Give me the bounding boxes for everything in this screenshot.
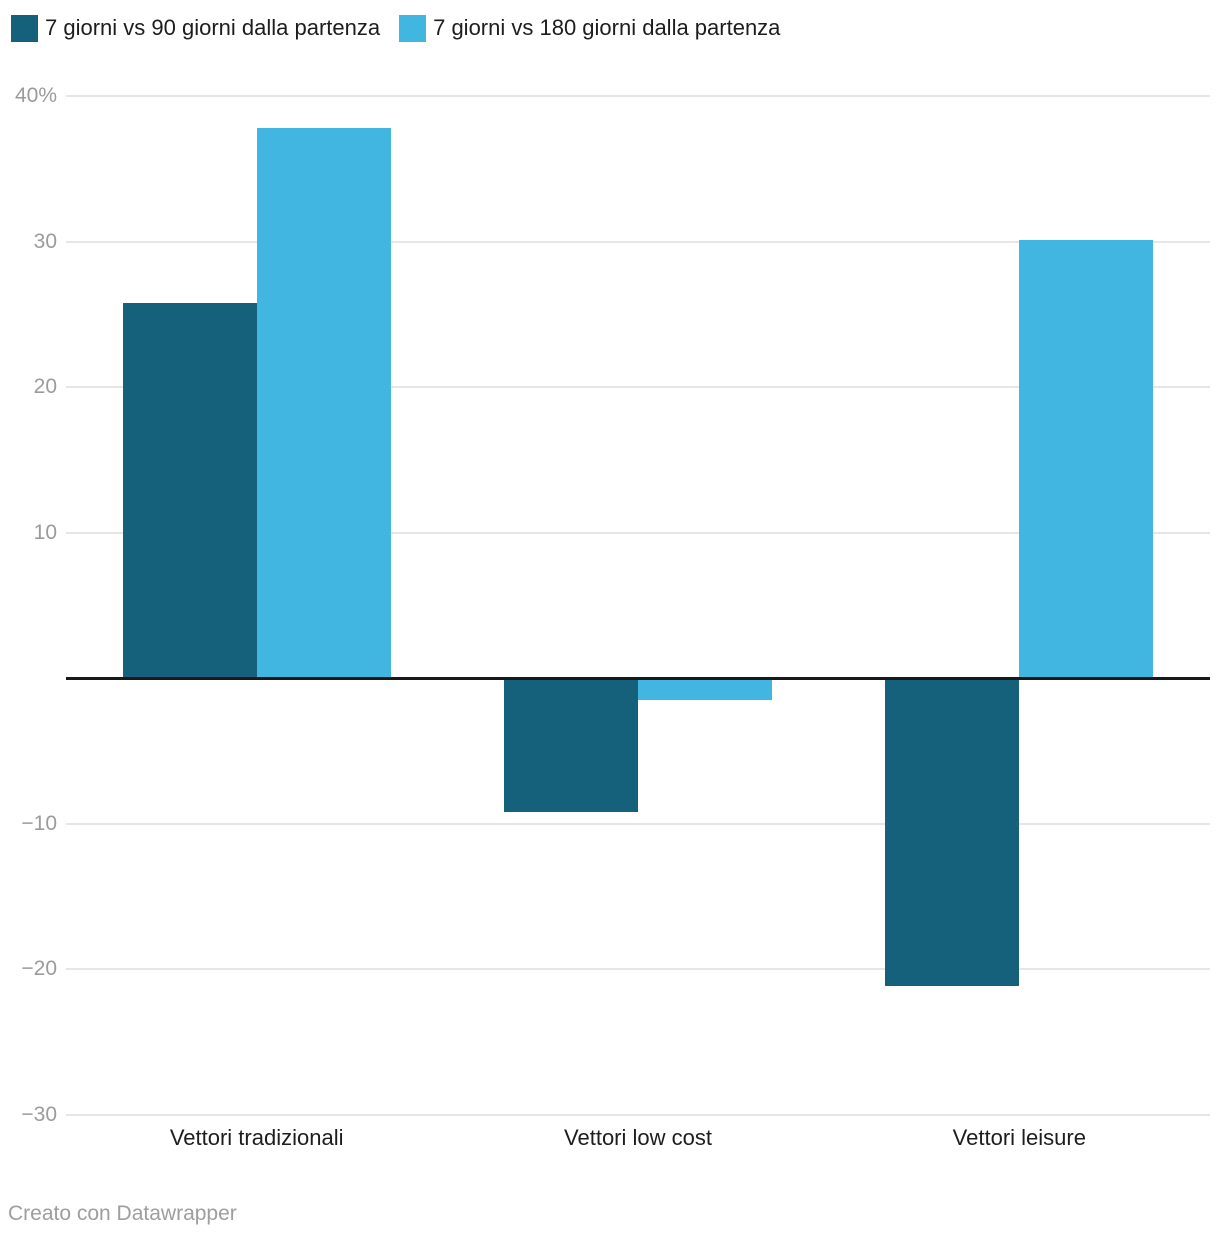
bar-series-90gg <box>122 302 257 678</box>
legend-label-180-giorni: 7 giorni vs 180 giorni dalla partenza <box>433 15 781 40</box>
y-gridline <box>66 1113 1210 1116</box>
legend-item-90-giorni: 7 giorni vs 90 giorni dalla partenza <box>11 14 380 42</box>
datawrapper-credit: Creato con Datawrapper <box>8 1202 237 1225</box>
y-tick-label: 30 <box>33 229 57 253</box>
y-gridline <box>66 95 1210 97</box>
legend-label-90-giorni: 7 giorni vs 90 giorni dalla partenza <box>45 15 381 40</box>
y-gridline <box>66 968 1210 970</box>
bar-series-90gg <box>885 678 1020 987</box>
legend-swatch-dark-teal <box>11 14 38 42</box>
y-tick-label: 10 <box>33 520 57 544</box>
category-label: Vettori tradizionali <box>169 1125 344 1150</box>
legend-swatch-light-blue <box>399 14 427 42</box>
y-tick-label: 40% <box>14 84 57 107</box>
y-gridline <box>66 240 1210 243</box>
category-label: Vettori low cost <box>564 1125 712 1150</box>
y-tick-label: −30 <box>21 1102 57 1126</box>
y-gridline <box>66 531 1210 534</box>
legend-item-180-giorni: 7 giorni vs 180 giorni dalla partenza <box>399 14 780 42</box>
zero-baseline <box>66 676 1210 680</box>
bar-series-180gg <box>1019 240 1154 678</box>
category-label: Vettori leisure <box>952 1125 1086 1150</box>
bar-series-180gg <box>638 678 772 700</box>
y-gridline <box>66 822 1210 825</box>
chart-legend: 7 giorni vs 90 giorni dalla partenza 7 g… <box>11 14 780 42</box>
bar-series-180gg <box>256 128 391 678</box>
bar-series-90gg <box>504 678 638 812</box>
y-tick-label: −20 <box>21 957 57 980</box>
y-gridline <box>66 386 1210 388</box>
y-tick-label: −10 <box>21 811 57 835</box>
y-tick-label: 20 <box>33 375 57 398</box>
